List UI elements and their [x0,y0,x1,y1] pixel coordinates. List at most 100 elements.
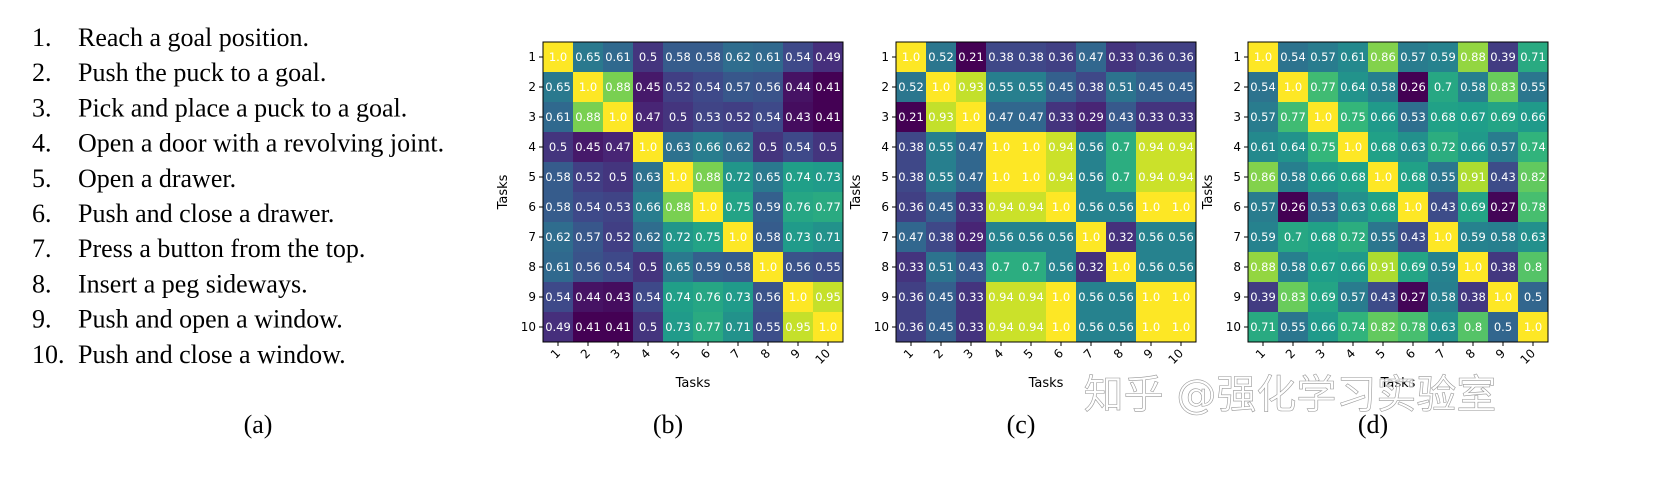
cell-label: 1.0 [932,80,950,94]
cell-label: 0.95 [815,290,841,304]
cell-label: 1.0 [609,110,627,124]
heatmap-cell [1368,42,1399,73]
heatmap-cell [693,282,724,313]
heatmap-cell [723,162,754,193]
x-tick-label: 6 [1403,346,1418,361]
heatmap-cell [813,222,844,253]
cell-label: 0.44 [785,80,811,94]
heatmap-cell [1488,132,1519,163]
cell-label: 0.63 [1340,200,1366,214]
cell-label: 0.54 [545,290,571,304]
cell-label: 0.94 [988,200,1014,214]
heatmap-cell [663,312,694,343]
heatmap-cell [1248,42,1279,73]
heatmap-cell [1278,102,1309,133]
cell-label: 0.58 [1280,170,1306,184]
cell-label: 0.69 [1400,260,1426,274]
heatmap-cell [603,222,634,253]
cell-label: 0.55 [1430,170,1456,184]
cell-label: 0.56 [1138,260,1164,274]
cell-label: 0.54 [785,140,811,154]
heatmap-cell [663,222,694,253]
heatmap-cell [1076,192,1107,223]
cell-label: 0.7 [1112,170,1130,184]
heatmap-cell [1016,222,1047,253]
y-tick-label: 9 [1233,290,1241,304]
heatmap-cell [1136,162,1167,193]
heatmap-cell [1136,282,1167,313]
cell-label: 0.94 [1018,200,1044,214]
cell-label: 0.52 [898,80,924,94]
cell-label: 0.47 [605,140,631,154]
heatmap-cell [633,282,664,313]
heatmap-cell [1458,132,1489,163]
cell-label: 0.43 [1370,290,1396,304]
list-text: Pick and place a puck to a goal. [78,93,407,122]
heatmap-cell [1106,222,1137,253]
y-tick-label: 6 [881,200,889,214]
plot-frame [542,41,844,343]
heatmap-cell [1518,312,1549,343]
cell-label: 0.65 [575,50,601,64]
cell-label: 1.0 [1142,320,1160,334]
cell-label: 0.44 [575,290,601,304]
x-tick-label: 8 [758,346,773,361]
cell-label: 0.56 [1048,230,1074,244]
plot-frame [895,41,1197,343]
cell-label: 0.72 [1340,230,1366,244]
cell-label: 1.0 [1172,290,1190,304]
cell-label: 0.33 [958,320,984,334]
heatmap-cell [1368,162,1399,193]
caption: (c) [1007,410,1036,439]
cell-label: 0.74 [665,290,691,304]
heatmap-cell [1166,192,1197,223]
cell-label: 0.66 [635,200,661,214]
cell-label: 0.39 [1250,290,1276,304]
heatmap-cell [663,72,694,103]
list-number: 5. [32,164,52,193]
cell-label: 1.0 [1464,260,1482,274]
cell-label: 0.41 [815,80,841,94]
heatmap-cell [1248,162,1279,193]
cell-label: 0.56 [1048,260,1074,274]
heatmap-cell [1368,252,1399,283]
cell-label: 0.56 [1078,170,1104,184]
cell-label: 0.33 [1108,50,1134,64]
cell-label: 0.45 [1138,80,1164,94]
heatmap-cell [1076,102,1107,133]
list-number: 9. [32,305,52,334]
heatmap-cell [896,72,927,103]
cell-label: 0.47 [1018,110,1044,124]
heatmap-cell [813,102,844,133]
heatmap-cell [603,162,634,193]
cell-label: 0.94 [1138,140,1164,154]
heatmap-cell [813,162,844,193]
heatmap-cell [1248,312,1279,343]
heatmap-cell [663,42,694,73]
heatmap-cell [1166,252,1197,283]
y-axis-label: Tasks [496,174,511,210]
heatmap-cell [1278,282,1309,313]
cell-label: 1.0 [1172,200,1190,214]
cell-label: 0.83 [1490,80,1516,94]
cell-label: 0.69 [1460,200,1486,214]
heatmap-cell [1338,72,1369,103]
heatmap-cell [1278,42,1309,73]
x-tick-label: 10 [812,346,833,367]
cell-label: 1.0 [962,110,980,124]
cell-label: 0.66 [1460,140,1486,154]
heatmap-cell [693,42,724,73]
heatmap-cell [663,252,694,283]
y-tick-label: 5 [1233,170,1241,184]
heatmap-cell [1076,312,1107,343]
heatmap-cell [1106,252,1137,283]
cell-label: 0.71 [1250,320,1276,334]
cell-label: 0.5 [759,140,777,154]
heatmap-cell [663,102,694,133]
cell-label: 0.45 [575,140,601,154]
cell-label: 0.58 [1490,230,1516,244]
heatmap-cell [896,102,927,133]
x-tick-label: 7 [1433,346,1448,361]
heatmap-cell [986,312,1017,343]
heatmap-cell [1428,102,1459,133]
